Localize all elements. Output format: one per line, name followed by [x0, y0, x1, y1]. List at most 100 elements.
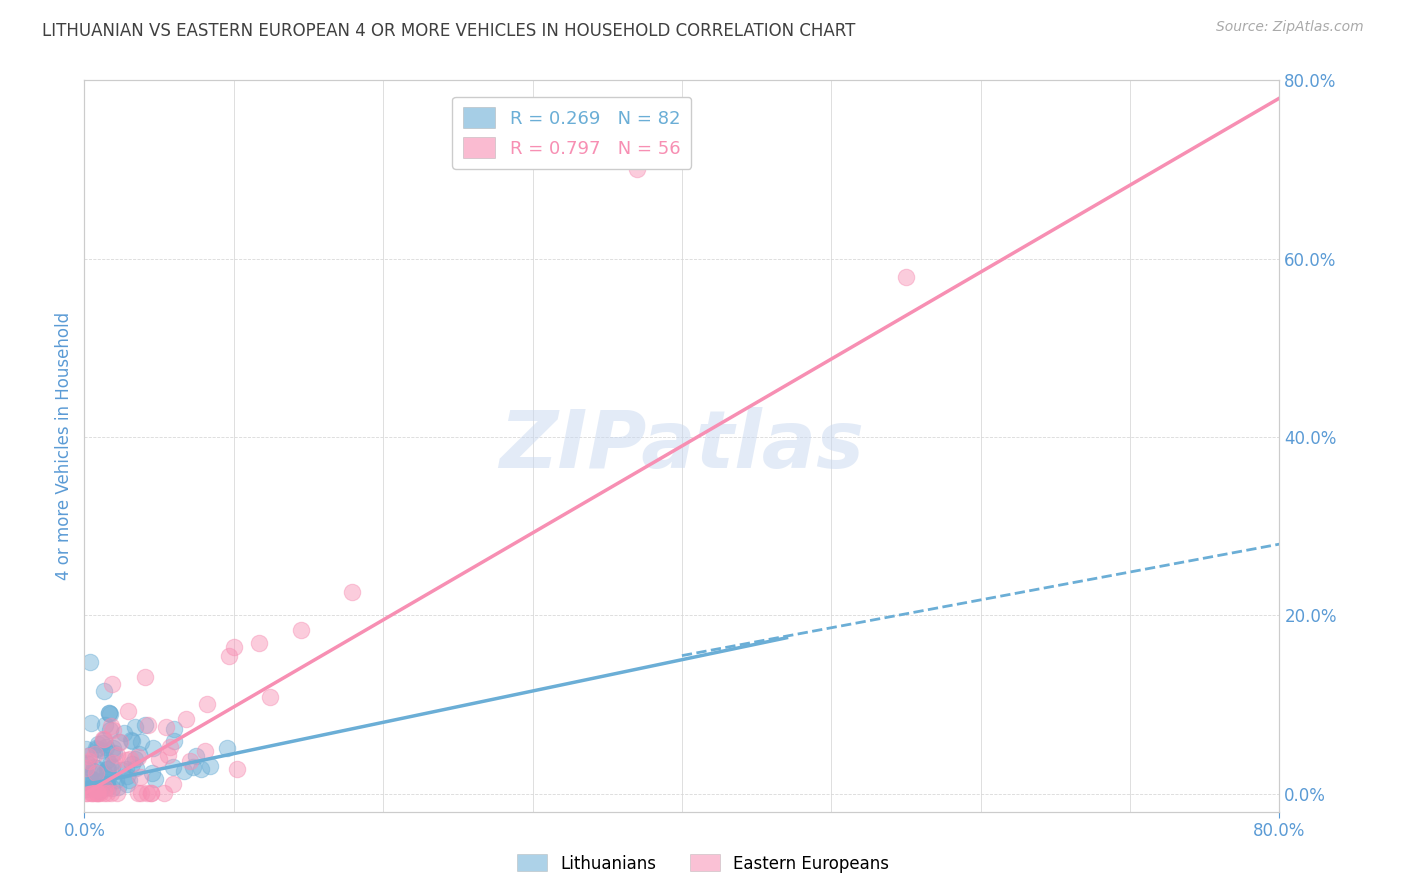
Point: [77, 749, 100, 764]
Point: [87, 783, 110, 797]
Y-axis label: 4 or more Vehicles in Household: 4 or more Vehicles in Household: [55, 312, 73, 580]
Point: [103, 740, 125, 755]
Point: [82, 764, 104, 779]
Text: ZIPatlas: ZIPatlas: [499, 407, 865, 485]
Legend: Lithuanians, Eastern Europeans: Lithuanians, Eastern Europeans: [510, 847, 896, 880]
Point: [101, 677, 124, 691]
Point: [77, 754, 100, 768]
Point: [75, 786, 97, 800]
Point: [121, 734, 143, 748]
Point: [134, 718, 156, 732]
Point: [115, 777, 138, 791]
Point: [76, 770, 98, 784]
Point: [97, 771, 120, 785]
Point: [155, 720, 177, 734]
Point: [141, 765, 163, 780]
Point: [224, 640, 246, 654]
Point: [101, 760, 124, 774]
Point: [115, 753, 138, 767]
Point: [153, 786, 176, 800]
Point: [76, 786, 98, 800]
Point: [75, 774, 97, 789]
Point: [101, 747, 124, 761]
Point: [162, 760, 184, 774]
Point: [134, 669, 156, 683]
Point: [129, 786, 152, 800]
Point: [111, 764, 134, 778]
Point: [79, 655, 101, 669]
Point: [101, 780, 124, 795]
Point: [156, 748, 179, 763]
Point: [128, 747, 150, 761]
Point: [226, 762, 249, 776]
Point: [176, 712, 198, 726]
Point: [173, 764, 195, 778]
Point: [117, 704, 139, 718]
Point: [75, 761, 97, 775]
Point: [93, 684, 115, 698]
Point: [215, 740, 238, 755]
Point: [98, 723, 121, 737]
Point: [193, 744, 215, 758]
Point: [76, 756, 98, 771]
Point: [105, 773, 128, 788]
Point: [108, 735, 131, 749]
Point: [100, 786, 122, 800]
Point: [91, 731, 114, 746]
Point: [124, 752, 146, 766]
Point: [91, 774, 114, 789]
Point: [97, 762, 120, 776]
Point: [80, 786, 103, 800]
Point: [80, 780, 103, 795]
Point: [259, 690, 281, 705]
Point: [75, 742, 97, 756]
Point: [80, 786, 103, 800]
Point: [93, 732, 115, 747]
Point: [86, 762, 108, 776]
Point: [87, 780, 110, 794]
Point: [94, 739, 117, 754]
Point: [121, 757, 143, 772]
Point: [114, 762, 136, 776]
Point: [93, 732, 115, 747]
Legend: R = 0.269   N = 82, R = 0.797   N = 56: R = 0.269 N = 82, R = 0.797 N = 56: [451, 96, 692, 169]
Point: [89, 776, 111, 790]
Point: [163, 734, 186, 748]
Point: [198, 759, 221, 773]
Point: [186, 748, 208, 763]
Point: [87, 786, 110, 800]
Point: [83, 747, 105, 762]
Point: [93, 781, 115, 796]
Point: [83, 772, 105, 787]
Point: [103, 746, 125, 760]
Point: [86, 737, 108, 751]
Point: [105, 786, 128, 800]
Point: [125, 762, 148, 776]
Point: [190, 762, 212, 776]
Point: [97, 780, 120, 795]
Point: [101, 756, 124, 770]
Point: [162, 777, 184, 791]
Point: [159, 740, 181, 755]
Point: [179, 754, 201, 768]
Point: [218, 649, 240, 664]
Point: [197, 698, 219, 712]
Point: [127, 786, 149, 800]
Point: [75, 781, 97, 796]
Point: [139, 786, 162, 800]
Point: [76, 769, 98, 783]
Point: [94, 718, 117, 732]
Point: [142, 740, 165, 755]
Point: [118, 772, 141, 787]
Point: [96, 762, 118, 776]
Point: [290, 624, 312, 638]
Point: [136, 786, 159, 800]
Point: [626, 162, 648, 177]
Point: [247, 636, 270, 650]
Point: [98, 706, 121, 721]
Point: [143, 772, 166, 786]
Point: [86, 786, 108, 800]
Point: [96, 753, 118, 767]
Point: [87, 780, 110, 794]
Point: [82, 780, 104, 795]
